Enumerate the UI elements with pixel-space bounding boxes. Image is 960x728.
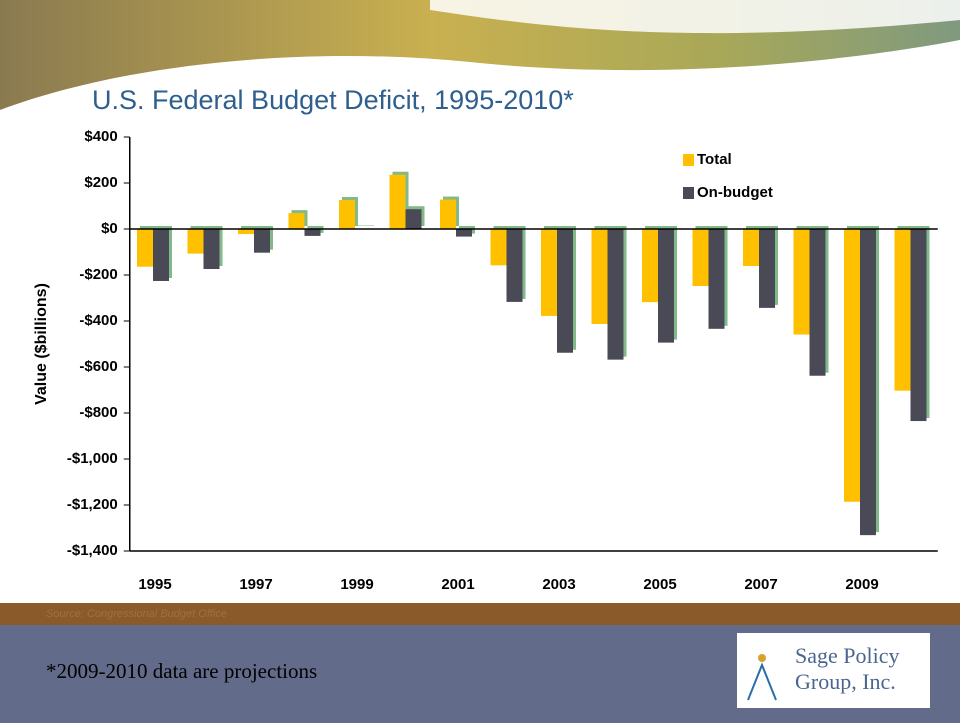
source: Source: Congressional Budget Office <box>46 608 227 620</box>
bar <box>895 229 911 391</box>
bar <box>238 229 254 234</box>
x-tick-label: 2007 <box>744 576 777 593</box>
legend-label: Total <box>697 151 732 168</box>
bar <box>204 229 220 269</box>
x-tick-label: 1997 <box>239 576 272 593</box>
bar <box>491 229 507 265</box>
bar <box>541 229 557 316</box>
y-tick-label: $0 <box>101 220 118 237</box>
y-tick-label: -$1,000 <box>67 450 118 467</box>
footnote: *2009-2010 data are projections <box>46 659 317 683</box>
bar <box>810 229 826 376</box>
chart-title: U.S. Federal Budget Deficit, 1995-2010* <box>92 85 574 115</box>
bar <box>507 229 523 302</box>
bar <box>794 229 810 335</box>
bar <box>557 229 573 353</box>
bar <box>860 229 876 535</box>
logo-text: Sage Policy <box>795 643 900 668</box>
x-tick-label: 1995 <box>138 576 171 593</box>
bar <box>137 229 153 267</box>
bar <box>390 175 406 229</box>
bar <box>153 229 169 281</box>
bar <box>456 229 472 237</box>
bar <box>608 229 624 360</box>
bar <box>844 229 860 502</box>
bar <box>658 229 674 343</box>
logo-dot <box>758 654 766 662</box>
bar <box>289 213 305 229</box>
bar <box>339 200 355 229</box>
bar <box>693 229 709 286</box>
x-tick-label: 2003 <box>542 576 575 593</box>
bar <box>911 229 927 421</box>
bar <box>759 229 775 308</box>
bar <box>642 229 658 302</box>
legend-swatch <box>683 154 694 166</box>
bar <box>743 229 759 266</box>
y-tick-label: -$1,200 <box>67 496 118 513</box>
y-tick-label: -$800 <box>79 404 117 421</box>
bar <box>188 229 204 254</box>
y-tick-label: -$400 <box>79 312 117 329</box>
bar <box>592 229 608 324</box>
y-axis-label: Value ($billions) <box>33 283 50 405</box>
legend-label: On-budget <box>697 184 773 201</box>
legend-swatch <box>683 187 694 199</box>
y-tick-label: -$200 <box>79 266 117 283</box>
bar <box>254 229 270 253</box>
bar <box>406 209 422 229</box>
logo-text: Group, Inc. <box>795 669 896 694</box>
x-tick-label: 2001 <box>441 576 474 593</box>
y-tick-label: -$1,400 <box>67 542 118 559</box>
bar <box>709 229 725 329</box>
y-tick-label: $400 <box>84 128 117 145</box>
x-tick-label: 1999 <box>340 576 373 593</box>
y-tick-label: -$600 <box>79 358 117 375</box>
x-tick-label: 2005 <box>643 576 676 593</box>
bar <box>305 229 321 236</box>
y-tick-label: $200 <box>84 174 117 191</box>
bar <box>440 200 456 229</box>
x-tick-label: 2009 <box>845 576 878 593</box>
